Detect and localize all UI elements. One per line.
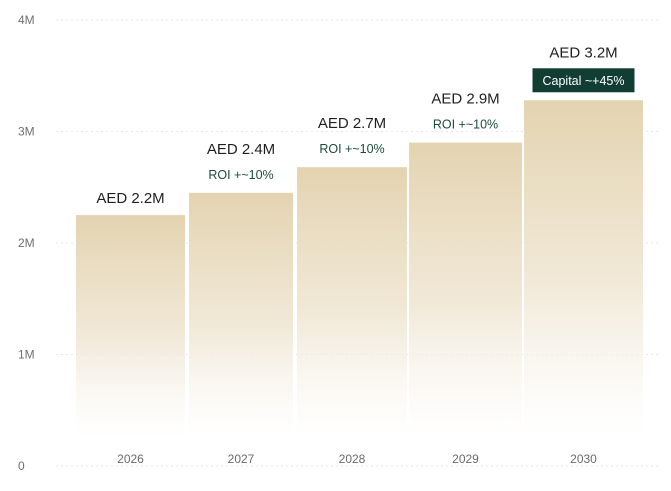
value-label: AED 3.2M	[549, 44, 617, 61]
bar-2026	[76, 215, 185, 438]
value-label: AED 2.2M	[96, 190, 164, 207]
capital-badge	[532, 68, 635, 93]
x-tick-label: 2027	[228, 452, 255, 466]
capital-badge-label: Capital ~+45%	[542, 74, 624, 88]
y-tick-label: 1M	[18, 348, 35, 362]
x-tick-label: 2026	[117, 452, 144, 466]
bar-2028	[297, 167, 407, 438]
bar-2029	[409, 142, 522, 438]
value-label: AED 2.7M	[318, 115, 386, 132]
x-tick-label: 2028	[339, 452, 366, 466]
x-axis-ticks: 2026 2027 2028 2029 2030	[117, 452, 597, 466]
roi-annotation: ROI +~10%	[319, 142, 384, 156]
y-axis-ticks: 0 1M 2M 3M 4M	[18, 13, 35, 473]
x-tick-label: 2029	[452, 452, 479, 466]
value-label: AED 2.4M	[207, 141, 275, 158]
y-tick-label: 4M	[18, 13, 35, 27]
bars	[76, 100, 643, 438]
x-tick-label: 2030	[570, 452, 597, 466]
y-tick-label: 0	[18, 459, 25, 473]
roi-annotation: ROI +~10%	[433, 118, 498, 132]
value-label: AED 2.9M	[431, 91, 499, 108]
bar-2027	[189, 192, 293, 438]
y-tick-label: 3M	[18, 125, 35, 139]
bar-2030	[524, 100, 643, 438]
value-labels: AED 2.2M AED 2.4M ROI +~10% AED 2.7M ROI +~1…	[96, 44, 635, 207]
y-tick-label: 2M	[18, 236, 35, 250]
roi-annotation: ROI +~10%	[208, 168, 273, 182]
